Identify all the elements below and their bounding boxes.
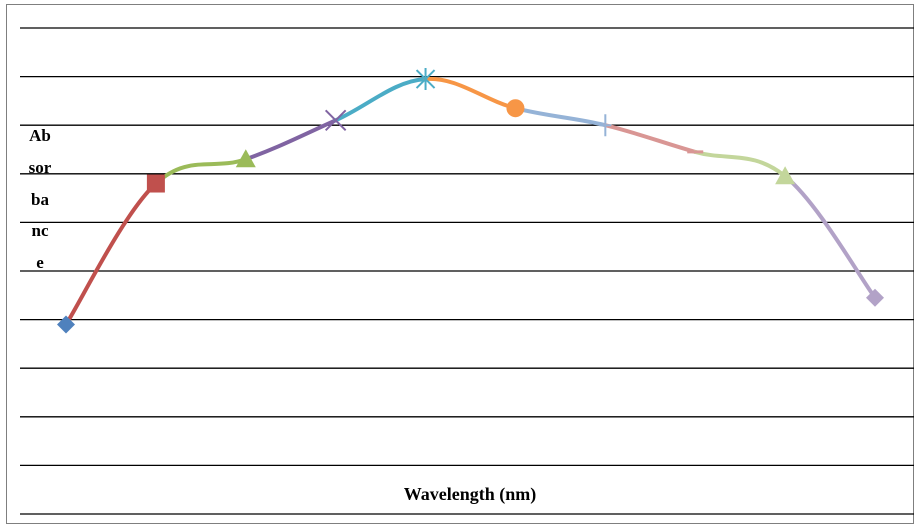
data-markers [57,68,884,334]
series-segment [603,123,698,154]
data-point-diamond [57,315,75,334]
data-line [64,77,877,327]
data-point-triangle [775,166,796,185]
data-point-square [146,174,165,193]
series-segment [153,157,248,186]
chart-area [6,4,914,524]
series-segment [333,77,428,123]
series-segment [693,149,788,179]
y-axis-label: Absorbance [28,126,52,273]
data-point-plus [599,114,612,137]
data-point-star [415,68,436,91]
series-segment [423,77,518,111]
gridlines [20,27,914,515]
series-segment [243,118,338,162]
data-point-triangle [235,149,256,168]
data-point-x [324,109,347,132]
series-segment [64,181,158,327]
data-point-circle [506,99,525,118]
series-segment [513,106,608,128]
series-segment [783,174,877,300]
x-axis-label: Wavelength (nm) [403,484,537,504]
data-point-diamond [866,288,884,307]
